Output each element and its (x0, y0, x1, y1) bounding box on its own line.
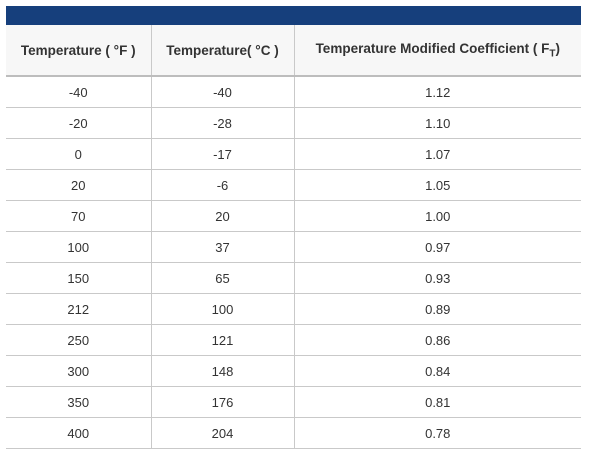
table-cell: 1.10 (293, 107, 581, 139)
table-row: 212 100 0.89 (6, 293, 581, 325)
header-text: ) (555, 40, 560, 56)
table: Temperature ( °F ) Temperature( °C ) Tempe… (6, 25, 581, 449)
table-cell: 100 (6, 231, 151, 263)
table-cell: 350 (6, 386, 151, 418)
column-header: Temperature ( °F ) (6, 25, 151, 77)
table-cell: 300 (6, 355, 151, 387)
table-body: -40 -40 1.12 -20 -28 1.10 0 -17 1.07 20 -6 1.05 70 20… (6, 76, 581, 449)
table-container: Temperature ( °F ) Temperature( °C ) Tempe… (6, 6, 581, 449)
table-row: 100 37 0.97 (6, 231, 581, 263)
table-cell: 0.86 (293, 324, 581, 356)
table-cell: 0.93 (293, 262, 581, 294)
table-row: 250 121 0.86 (6, 324, 581, 356)
table-cell: 37 (150, 231, 294, 263)
table-row: 300 148 0.84 (6, 355, 581, 387)
header-bar (6, 6, 581, 25)
table-cell: 400 (6, 417, 151, 449)
table-cell: 1.12 (293, 76, 581, 108)
table-row: -20 -28 1.10 (6, 107, 581, 139)
table-row: 0 -17 1.07 (6, 138, 581, 170)
table-cell: 150 (6, 262, 151, 294)
table-cell: 0 (6, 138, 151, 170)
table-cell: 148 (150, 355, 294, 387)
table-cell: 212 (6, 293, 151, 325)
table-cell: 204 (150, 417, 294, 449)
table-cell: 176 (150, 386, 294, 418)
table-cell: -28 (150, 107, 294, 139)
header-row: Temperature ( °F ) Temperature( °C ) Tempe… (6, 25, 581, 77)
table-cell: -17 (150, 138, 294, 170)
column-header: Temperature( °C ) (150, 25, 294, 77)
table-cell: 1.00 (293, 200, 581, 232)
table-cell: 70 (6, 200, 151, 232)
table-cell: 20 (6, 169, 151, 201)
table-cell: 250 (6, 324, 151, 356)
table-cell: -40 (150, 76, 294, 108)
table-cell: 0.84 (293, 355, 581, 387)
table-cell: 0.81 (293, 386, 581, 418)
header-subscript: T (549, 48, 556, 60)
table-cell: 0.89 (293, 293, 581, 325)
table-cell: -20 (6, 107, 151, 139)
header-text: Temperature Modified Coefficient ( F (315, 40, 550, 56)
table-cell: -40 (6, 76, 151, 108)
table-row: 350 176 0.81 (6, 386, 581, 418)
table-row: -40 -40 1.12 (6, 76, 581, 108)
table-row: 70 20 1.00 (6, 200, 581, 232)
table-cell: 20 (150, 200, 294, 232)
table-cell: 1.05 (293, 169, 581, 201)
table-row: 20 -6 1.05 (6, 169, 581, 201)
table-cell: 0.78 (293, 417, 581, 449)
table-cell: 0.97 (293, 231, 581, 263)
table-cell: 1.07 (293, 138, 581, 170)
table-cell: 65 (150, 262, 294, 294)
column-header: Temperature Modified Coefficient ( FT) (293, 25, 581, 77)
table-cell: -6 (150, 169, 294, 201)
table-row: 150 65 0.93 (6, 262, 581, 294)
table-row: 400 204 0.78 (6, 417, 581, 449)
table-cell: 121 (150, 324, 294, 356)
table-cell: 100 (150, 293, 294, 325)
